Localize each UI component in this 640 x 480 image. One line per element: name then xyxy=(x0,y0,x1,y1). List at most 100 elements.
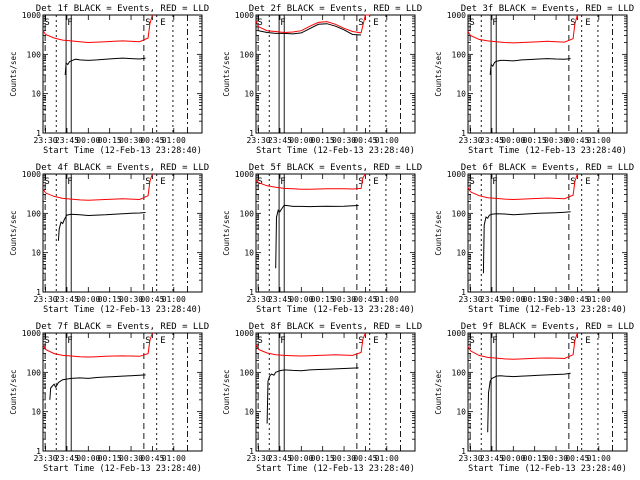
time-marker-label: S xyxy=(570,177,575,187)
x-tick-label: 23:45 xyxy=(55,454,79,463)
detector-panel-7: Det 7f BLACK = Events, RED = LLD 1 10 100 10… xyxy=(9,322,209,474)
x-tick-label: 00:45 xyxy=(140,454,164,463)
x-tick-label: 00:00 xyxy=(76,295,100,304)
x-tick-label: 23:30 xyxy=(34,454,58,463)
x-tick-label: 23:45 xyxy=(268,295,292,304)
y-tick-label: 10 xyxy=(31,249,41,258)
x-tick-label: 00:30 xyxy=(332,454,356,463)
x-tick-label: 01:00 xyxy=(587,295,611,304)
plot-frame xyxy=(467,14,628,134)
time-marker-label: E xyxy=(585,177,590,187)
x-tick-label: 00:00 xyxy=(289,295,313,304)
x-tick-label: 00:45 xyxy=(565,454,589,463)
x-tick-label: 00:00 xyxy=(289,454,313,463)
y-tick-label: 10 xyxy=(244,249,254,258)
time-marker-label: S xyxy=(469,336,474,346)
x-tick-label: 01:00 xyxy=(375,454,399,463)
events-series-line xyxy=(49,374,146,400)
y-tick-label: 1000 xyxy=(22,329,41,338)
x-axis-label: Start Time (12-Feb-13 23:28:40) xyxy=(43,305,202,315)
x-tick-label: 23:45 xyxy=(268,136,292,145)
y-tick-label: 1 xyxy=(249,129,254,138)
time-marker-label: S xyxy=(570,18,575,28)
time-marker-label: E xyxy=(160,18,165,28)
detector-panel-2: Det 2f BLACK = Events, RED = LLD 1 10 100 10… xyxy=(222,4,422,156)
events-series-line xyxy=(64,57,146,75)
lld-series-line xyxy=(467,332,578,360)
time-marker-label: S xyxy=(469,177,474,187)
y-tick-label: 10 xyxy=(244,408,254,417)
events-series-line xyxy=(275,204,359,269)
x-tick-label: 00:45 xyxy=(565,295,589,304)
x-tick-label: 00:30 xyxy=(544,295,568,304)
y-tick-label: 100 xyxy=(27,209,42,218)
time-marker-label: E xyxy=(373,177,378,187)
plot-frame xyxy=(42,173,203,293)
y-tick-label: 1000 xyxy=(235,329,254,338)
x-axis-label: Start Time (12-Feb-13 23:28:40) xyxy=(43,464,202,474)
panel-title: Det 8f BLACK = Events, RED = LLD xyxy=(249,322,422,332)
x-tick-label: 00:15 xyxy=(523,295,547,304)
time-marker-label: F xyxy=(280,177,285,187)
plot-frame xyxy=(255,14,416,134)
time-marker-label: F xyxy=(67,177,72,187)
y-axis-label: Counts/sec xyxy=(222,51,231,96)
panel-title: Det 2f BLACK = Events, RED = LLD xyxy=(249,4,422,14)
x-tick-label: 00:30 xyxy=(119,295,143,304)
y-tick-label: 10 xyxy=(456,249,466,258)
time-marker-label: S xyxy=(358,336,363,346)
events-series-line xyxy=(489,58,571,75)
x-tick-label: 00:15 xyxy=(523,454,547,463)
y-tick-label: 1000 xyxy=(235,170,254,179)
y-tick-label: 1 xyxy=(249,447,254,456)
y-tick-label: 1 xyxy=(461,288,466,297)
detector-panel-6: Det 6f BLACK = Events, RED = LLD 1 10 100 10… xyxy=(434,163,634,315)
x-tick-label: 01:00 xyxy=(375,136,399,145)
x-tick-label: 00:00 xyxy=(76,136,100,145)
x-tick-label: 01:00 xyxy=(587,454,611,463)
time-marker-label: S xyxy=(44,18,49,28)
x-tick-label: 00:45 xyxy=(353,295,377,304)
x-tick-label: 23:45 xyxy=(480,454,504,463)
time-marker-label: F xyxy=(280,18,285,28)
y-tick-label: 10 xyxy=(31,90,41,99)
detector-panel-5: Det 5f BLACK = Events, RED = LLD 1 10 100 10… xyxy=(222,163,422,315)
plot-frame xyxy=(467,332,628,452)
y-tick-label: 100 xyxy=(452,50,467,59)
x-tick-label: 00:00 xyxy=(76,454,100,463)
plot-frame xyxy=(255,173,416,293)
x-tick-label: 00:30 xyxy=(332,295,356,304)
y-axis-label: Counts/sec xyxy=(9,51,18,96)
events-series-line xyxy=(258,23,362,36)
x-axis-label: Start Time (12-Feb-13 23:28:40) xyxy=(43,146,202,156)
y-axis-label: Counts/sec xyxy=(434,210,443,255)
detector-panel-8: Det 8f BLACK = Events, RED = LLD 1 10 100 10… xyxy=(222,322,422,474)
x-tick-label: 00:00 xyxy=(501,295,525,304)
detector-panel-1: Det 1f BLACK = Events, RED = LLD 1 10 100 10… xyxy=(9,4,209,156)
x-tick-label: 00:15 xyxy=(523,136,547,145)
y-tick-label: 1000 xyxy=(447,170,466,179)
lld-series-line xyxy=(42,173,153,201)
plot-frame xyxy=(255,332,416,452)
x-axis-label: Start Time (12-Feb-13 23:28:40) xyxy=(256,464,415,474)
y-tick-label: 1 xyxy=(36,288,41,297)
x-tick-label: 00:15 xyxy=(311,295,335,304)
x-tick-label: 23:45 xyxy=(480,136,504,145)
y-axis-label: Counts/sec xyxy=(9,210,18,255)
panel-title: Det 5f BLACK = Events, RED = LLD xyxy=(249,163,422,173)
detector-panel-4: Det 4f BLACK = Events, RED = LLD 1 10 100 10… xyxy=(9,163,209,315)
y-tick-label: 100 xyxy=(27,368,42,377)
x-tick-label: 23:30 xyxy=(34,295,58,304)
lld-series-line xyxy=(42,332,153,358)
panel-title: Det 3f BLACK = Events, RED = LLD xyxy=(461,4,634,14)
x-tick-label: 01:00 xyxy=(587,136,611,145)
lld-series-line xyxy=(255,332,366,357)
lld-series-line xyxy=(467,173,578,201)
x-tick-label: 00:30 xyxy=(544,136,568,145)
time-marker-label: F xyxy=(67,336,72,346)
x-tick-label: 23:30 xyxy=(247,136,271,145)
time-marker-label: S xyxy=(145,336,150,346)
x-axis-label: Start Time (12-Feb-13 23:28:40) xyxy=(256,305,415,315)
time-marker-label: F xyxy=(492,18,497,28)
time-marker-label: S xyxy=(145,177,150,187)
